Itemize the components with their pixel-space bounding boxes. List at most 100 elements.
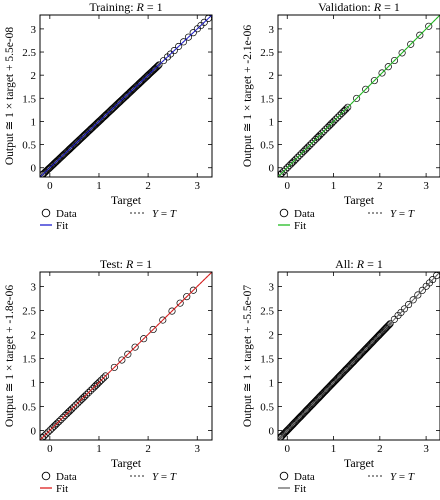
data-point bbox=[349, 359, 357, 367]
data-point bbox=[308, 139, 316, 147]
fit-line bbox=[278, 15, 440, 177]
data-point bbox=[45, 164, 53, 172]
ident-var: Y bbox=[152, 208, 160, 220]
data-point bbox=[81, 392, 89, 401]
data-points bbox=[40, 286, 197, 440]
y-tick-label: 1.5 bbox=[22, 353, 36, 365]
data-point bbox=[280, 167, 288, 175]
data-point bbox=[124, 350, 132, 358]
fit-line bbox=[40, 272, 212, 440]
y-tick-label: 2 bbox=[269, 70, 275, 82]
legend-data-label: Data bbox=[56, 208, 77, 220]
data-point bbox=[292, 155, 300, 163]
data-points bbox=[278, 272, 440, 440]
ident-var: Y bbox=[390, 471, 398, 483]
y-tick-label: 2 bbox=[31, 329, 37, 341]
x-axis-label: Target bbox=[111, 193, 142, 207]
data-point bbox=[405, 301, 413, 309]
data-point bbox=[57, 416, 65, 424]
title-prefix: Validation: bbox=[318, 0, 374, 14]
data-point bbox=[328, 119, 336, 127]
x-tick-label: 0 bbox=[47, 180, 53, 192]
y-tick-label: 0 bbox=[269, 425, 275, 437]
y-tick-label: 0.5 bbox=[22, 140, 36, 152]
legend-data-marker bbox=[279, 208, 289, 218]
x-axis-label: Target bbox=[344, 456, 375, 470]
data-point bbox=[159, 316, 167, 324]
legend-identity-label: Y = T bbox=[390, 208, 415, 220]
data-point bbox=[284, 163, 292, 171]
title-prefix: Test: bbox=[100, 257, 126, 271]
title-var: R bbox=[125, 257, 134, 271]
data-point bbox=[316, 131, 324, 139]
data-point bbox=[40, 432, 48, 440]
legend: Data Y = T Fit bbox=[40, 471, 177, 495]
data-point bbox=[330, 117, 338, 125]
y-tick-label: 1.5 bbox=[260, 353, 274, 365]
data-point bbox=[155, 61, 163, 69]
ident-var2: T bbox=[170, 471, 177, 483]
data-point bbox=[375, 331, 383, 339]
data-point bbox=[400, 305, 408, 313]
data-point bbox=[429, 276, 437, 284]
legend-data-marker bbox=[41, 208, 51, 218]
x-tick-label: 1 bbox=[96, 180, 102, 192]
data-point bbox=[384, 322, 392, 330]
data-point bbox=[304, 143, 312, 151]
y-tick-label: 2.5 bbox=[260, 47, 274, 59]
panel-4: All: R = 1 0 1 2 3 0 0.5 1 1.5 2 2.5 3 Target Output … bbox=[242, 257, 440, 495]
y-tick-label: 0.5 bbox=[260, 401, 274, 413]
data-point bbox=[398, 49, 406, 57]
data-point bbox=[390, 56, 399, 65]
data-point bbox=[179, 38, 188, 46]
data-point bbox=[168, 307, 176, 315]
data-point bbox=[66, 407, 74, 415]
data-point bbox=[97, 376, 105, 384]
title-suffix: = 1 bbox=[381, 0, 400, 14]
data-point bbox=[334, 113, 342, 121]
data-point bbox=[362, 85, 370, 93]
y-axis-label: Output ≅ 1 × target + 5.5e-08 bbox=[4, 27, 16, 166]
ident-var2: T bbox=[170, 208, 177, 220]
legend-data-label: Data bbox=[294, 208, 315, 220]
legend-data-marker bbox=[279, 471, 289, 481]
data-point bbox=[82, 391, 90, 399]
legend: Data Y = T Fit bbox=[278, 208, 415, 232]
x-tick-label: 1 bbox=[96, 443, 102, 455]
legend-identity-label: Y = T bbox=[390, 471, 415, 483]
ident-var2: T bbox=[408, 208, 415, 220]
data-point bbox=[110, 363, 118, 371]
x-axis-label: Target bbox=[111, 456, 142, 470]
data-point bbox=[416, 31, 424, 39]
ident-eq: = bbox=[396, 471, 408, 483]
data-point bbox=[344, 103, 352, 111]
y-tick-label: 3 bbox=[31, 281, 37, 293]
data-point bbox=[99, 374, 107, 382]
axes-box bbox=[39, 14, 213, 178]
axes-box bbox=[277, 271, 440, 441]
data-point bbox=[55, 418, 63, 426]
legend-fit-label: Fit bbox=[56, 483, 68, 495]
panel-3: Test: R = 1 0 1 2 3 0 0.5 1 1.5 2 2.5 3 Target Output… bbox=[4, 257, 213, 495]
data-point bbox=[342, 365, 350, 373]
data-point bbox=[42, 430, 50, 438]
data-point bbox=[159, 57, 168, 65]
data-point bbox=[414, 291, 422, 299]
data-point bbox=[296, 413, 304, 421]
data-point bbox=[68, 405, 76, 413]
data-point bbox=[296, 151, 304, 159]
y-axis-label: Output ≅ 1 × target + -1.8e-06 bbox=[4, 285, 16, 427]
data-point bbox=[87, 386, 95, 395]
y-tick-label: 1.5 bbox=[22, 93, 36, 105]
x-tick-label: 3 bbox=[423, 443, 429, 455]
data-point bbox=[115, 98, 123, 106]
y-tick-label: 2 bbox=[31, 70, 37, 82]
data-point bbox=[294, 153, 302, 161]
data-point bbox=[66, 145, 74, 153]
data-point bbox=[93, 380, 102, 388]
x-tick-label: 0 bbox=[47, 443, 53, 455]
legend-identity-label: Y = T bbox=[152, 208, 177, 220]
data-point bbox=[53, 419, 61, 427]
data-point bbox=[176, 299, 184, 307]
